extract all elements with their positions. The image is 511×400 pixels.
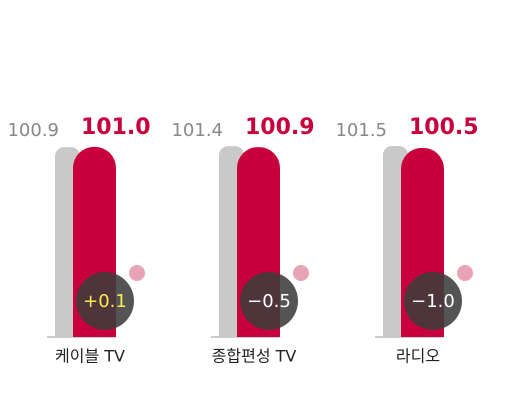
- value-label: 100.5: [409, 115, 479, 140]
- category-label: 케이블 TV: [55, 347, 125, 366]
- value-label: 101.0: [81, 115, 151, 140]
- change-bubble: [76, 272, 134, 330]
- value-label: 101.4: [171, 120, 223, 141]
- value-label: 100.9: [245, 115, 315, 140]
- value-label: 101.5: [335, 120, 387, 141]
- change-label: −0.5: [247, 291, 291, 312]
- change-label: +0.1: [83, 291, 127, 312]
- change-bubble: [240, 272, 298, 330]
- category-label: 라디오: [396, 347, 440, 366]
- change-label: −1.0: [411, 291, 455, 312]
- category-label: 종합편성 TV: [212, 347, 297, 366]
- change-dot: [129, 265, 145, 281]
- change-bubble: [404, 272, 462, 330]
- change-dot: [457, 265, 473, 281]
- value-label: 100.9: [7, 120, 59, 141]
- change-dot: [293, 265, 309, 281]
